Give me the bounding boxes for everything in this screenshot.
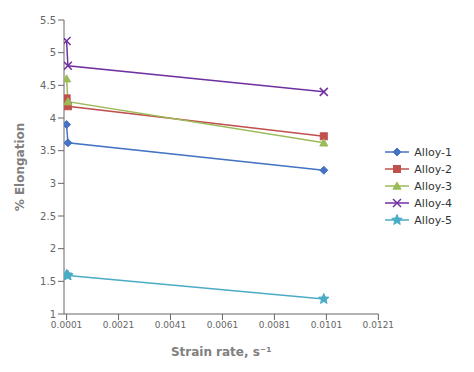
svg-text:5: 5: [50, 47, 56, 58]
svg-text:0.0121: 0.0121: [363, 320, 395, 330]
svg-text:3: 3: [50, 178, 56, 189]
svg-text:1.5: 1.5: [40, 276, 56, 287]
svg-text:3.5: 3.5: [40, 145, 56, 156]
html-text:Alloy-2: Alloy-2: [414, 162, 452, 176]
svg-text:0.0001: 0.0001: [51, 320, 83, 330]
svg-text:5.5: 5.5: [40, 15, 56, 26]
html-text:Alloy-3: Alloy-3: [414, 179, 452, 193]
svg-text:4: 4: [50, 113, 56, 124]
svg-text:2: 2: [50, 243, 56, 254]
svg-text:0.0081: 0.0081: [259, 320, 291, 330]
svg-text:2.5: 2.5: [40, 211, 56, 222]
svg-text:0.0021: 0.0021: [103, 320, 135, 330]
svg-text:Strain rate, s⁻¹: Strain rate, s⁻¹: [171, 345, 272, 359]
html-text:Alloy-5: Alloy-5: [414, 213, 452, 227]
svg-text:0.0101: 0.0101: [311, 320, 343, 330]
svg-text:1: 1: [50, 309, 56, 320]
svg-text:% Elongation: % Elongation: [13, 123, 27, 212]
svg-text:0.0041: 0.0041: [155, 320, 187, 330]
html-text:Alloy-1: Alloy-1: [414, 145, 452, 159]
svg-text:4.5: 4.5: [40, 80, 56, 91]
svg-text:0.0061: 0.0061: [207, 320, 239, 330]
html-text:Alloy-4: Alloy-4: [414, 196, 452, 210]
